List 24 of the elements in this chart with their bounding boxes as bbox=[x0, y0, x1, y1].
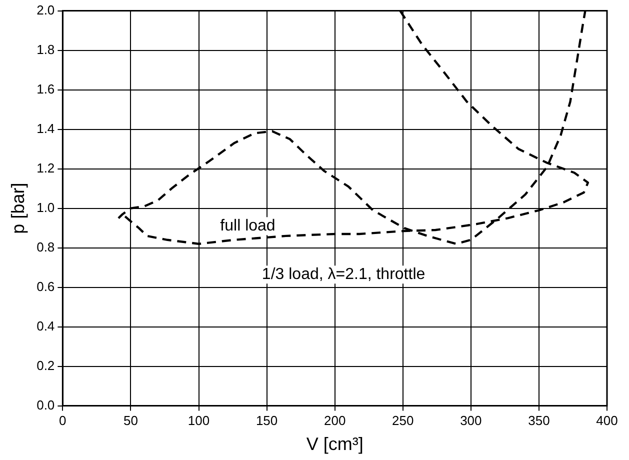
y-tick-label: 0.0 bbox=[36, 397, 55, 412]
x-tick-label: 350 bbox=[528, 413, 550, 428]
x-tick-label: 0 bbox=[59, 413, 66, 428]
y-tick-label: 0.4 bbox=[36, 318, 55, 334]
x-tick-label: 300 bbox=[460, 413, 482, 428]
y-axis-title: p [bar] bbox=[8, 182, 28, 234]
y-tick-label: 1.8 bbox=[36, 42, 55, 57]
y-tick-label: 0.8 bbox=[36, 239, 55, 254]
y-tick-label: 0.2 bbox=[36, 358, 55, 373]
y-tick-label: 1.2 bbox=[36, 160, 55, 176]
x-tick-label: 100 bbox=[188, 413, 210, 428]
y-tick-label: 1.0 bbox=[36, 200, 55, 215]
x-axis-title: V [cm³] bbox=[306, 434, 364, 454]
annotation: full load bbox=[220, 217, 276, 234]
x-tick-label: 200 bbox=[324, 413, 346, 428]
x-tick-label: 150 bbox=[256, 413, 278, 428]
x-tick-label: 400 bbox=[596, 413, 618, 428]
y-tick-label: 0.6 bbox=[36, 278, 55, 294]
x-tick-label: 250 bbox=[392, 413, 414, 428]
y-tick-label: 1.6 bbox=[36, 81, 55, 96]
x-tick-label: 50 bbox=[123, 413, 138, 428]
y-tick-label: 2.0 bbox=[36, 2, 55, 18]
annotation: 1/3 load, λ=2.1, throttle bbox=[262, 266, 426, 284]
y-tick-label: 1.4 bbox=[36, 120, 55, 136]
